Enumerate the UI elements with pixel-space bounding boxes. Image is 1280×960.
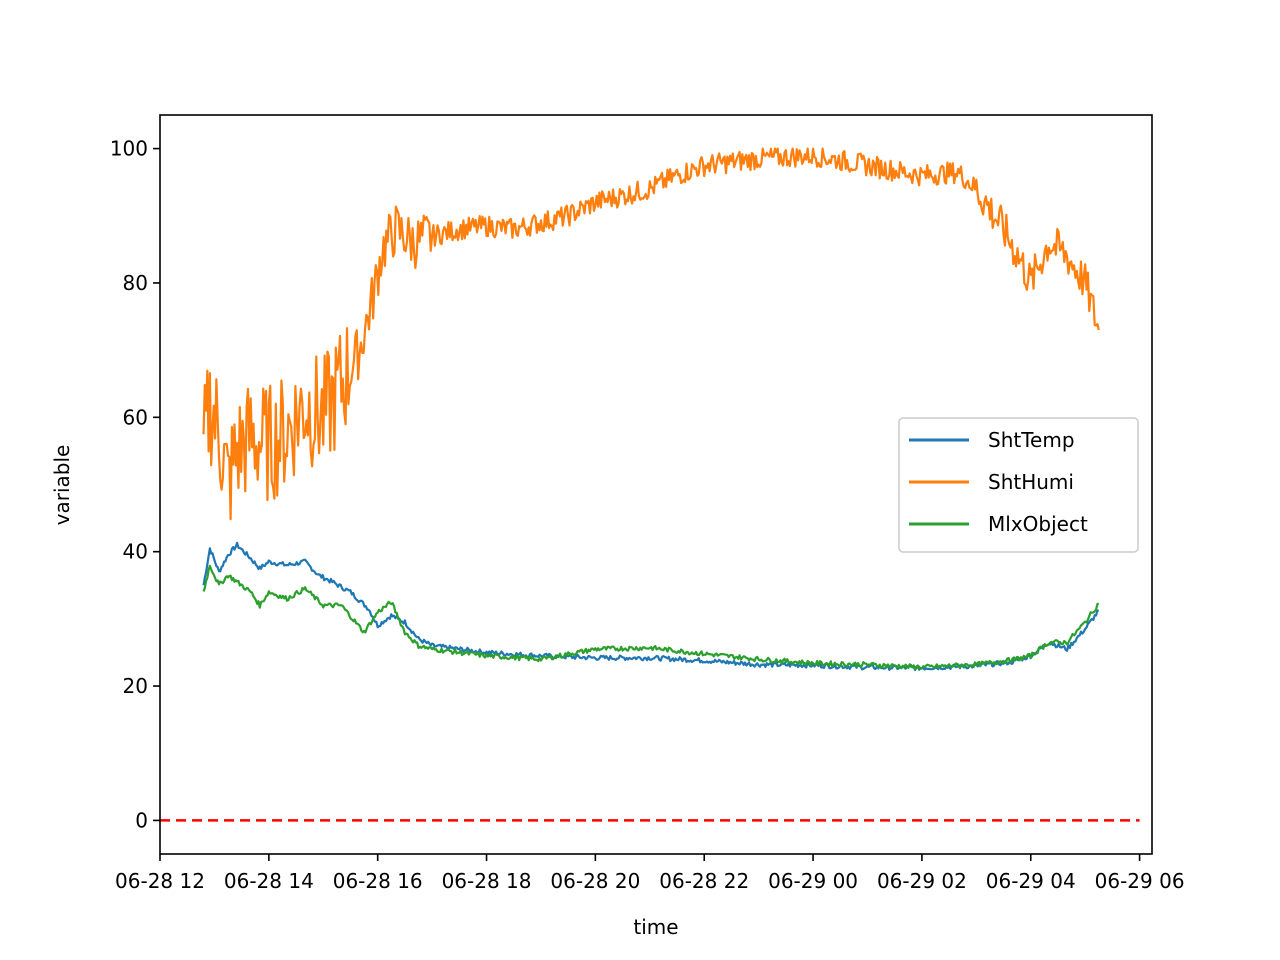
x-tick-label: 06-29 00 [768, 869, 858, 893]
y-tick-label: 0 [135, 808, 148, 832]
x-axis: 06-28 12 06-28 14 06-28 16 06-28 18 06-28 20… [115, 854, 1185, 893]
x-tick-label: 06-28 18 [442, 869, 532, 893]
x-tick-label: 06-28 16 [333, 869, 423, 893]
legend-label-shttemp: ShtTemp [988, 428, 1075, 452]
x-tick-label: 06-29 02 [877, 869, 967, 893]
legend-label-shthumi: ShtHumi [988, 470, 1074, 494]
series-layer [160, 147, 1140, 822]
x-tick-label: 06-29 06 [1095, 869, 1185, 893]
y-tick-label: 20 [123, 674, 148, 698]
y-tick-label: 100 [110, 137, 148, 161]
series-line-shttemp [202, 541, 1099, 672]
legend: ShtTemp ShtHumi MlxObject [898, 417, 1139, 553]
x-tick-label: 06-28 22 [659, 869, 749, 893]
legend-label-mlxobject: MlxObject [988, 512, 1088, 536]
x-axis-label: time [633, 915, 678, 939]
plot-frame [159, 114, 1153, 855]
y-tick-label: 40 [123, 540, 148, 564]
series-line-mlxobject [202, 564, 1100, 671]
x-tick-label: 06-28 20 [550, 869, 640, 893]
series-line-shthumi [202, 147, 1100, 521]
x-tick-label: 06-28 14 [224, 869, 314, 893]
y-tick-label: 80 [123, 271, 148, 295]
legend-box [898, 417, 1139, 553]
x-tick-label: 06-28 12 [115, 869, 205, 893]
y-axis: 0 20 40 60 80 100 [110, 137, 160, 832]
y-tick-label: 60 [123, 405, 148, 429]
y-axis-label: variable [50, 445, 74, 526]
x-tick-label: 06-29 04 [986, 869, 1076, 893]
